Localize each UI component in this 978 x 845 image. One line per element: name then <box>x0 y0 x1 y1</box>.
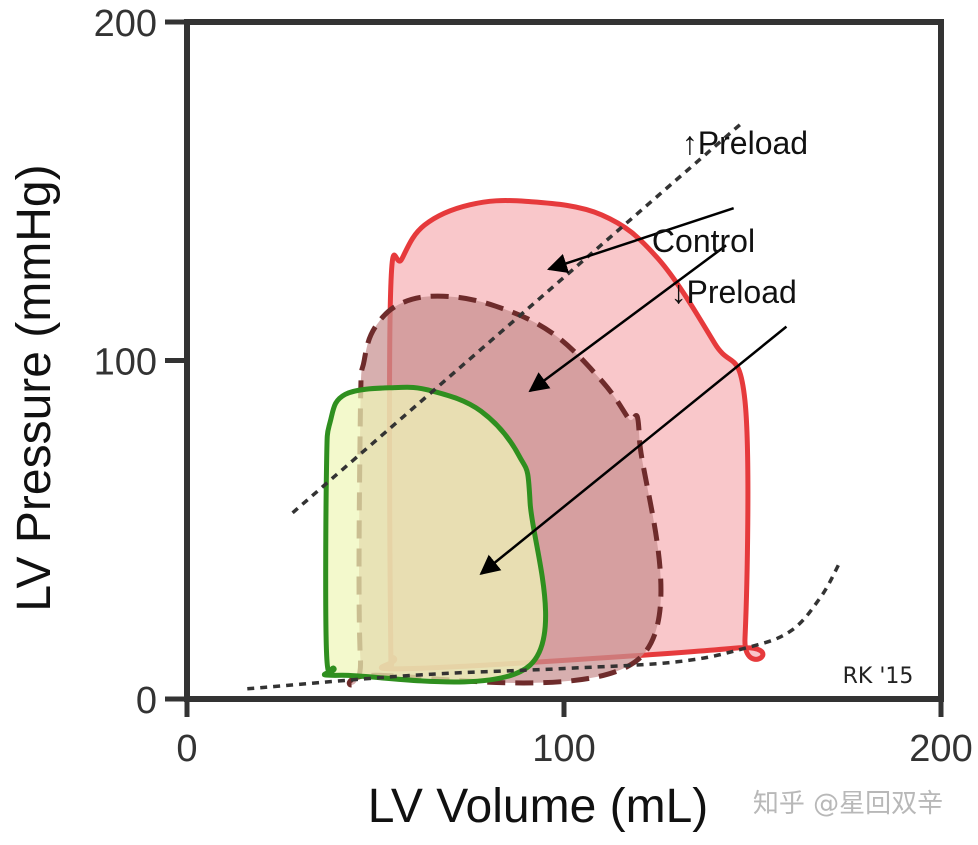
y-axis-title: LV Pressure (mmHg) <box>8 164 61 611</box>
ytick-label-0: 0 <box>136 680 157 722</box>
annotation-increased-preload-arrow <box>547 206 735 273</box>
x-axis-title: LV Volume (mL) <box>368 780 709 833</box>
ytick-label-200: 200 <box>94 3 157 45</box>
pv-loops-layer <box>322 198 766 688</box>
annotations-layer: ↑Preload Control ↓Preload <box>479 125 808 576</box>
ytick-label-100: 100 <box>94 342 157 384</box>
xtick-label-100: 100 <box>532 728 595 770</box>
annotation-decreased-preload-label: ↓Preload <box>671 274 797 310</box>
watermark-text: 知乎 @星回双辛 <box>753 789 943 819</box>
axes-layer <box>165 19 944 717</box>
loop-decreased-preload <box>322 384 549 685</box>
espvr-line <box>291 122 743 515</box>
annotation-control-arrow <box>528 244 727 393</box>
edpvr-line <box>247 562 841 691</box>
xtick-label-200: 200 <box>909 728 972 770</box>
reference-lines-layer <box>247 122 841 691</box>
annotation-increased-preload-label: ↑Preload <box>682 125 808 161</box>
annotation-control-label: Control <box>652 223 755 259</box>
annotation-decreased-preload-arrow <box>479 325 788 576</box>
signature-label: RK '15 <box>843 664 914 689</box>
xtick-label-0: 0 <box>176 728 197 770</box>
